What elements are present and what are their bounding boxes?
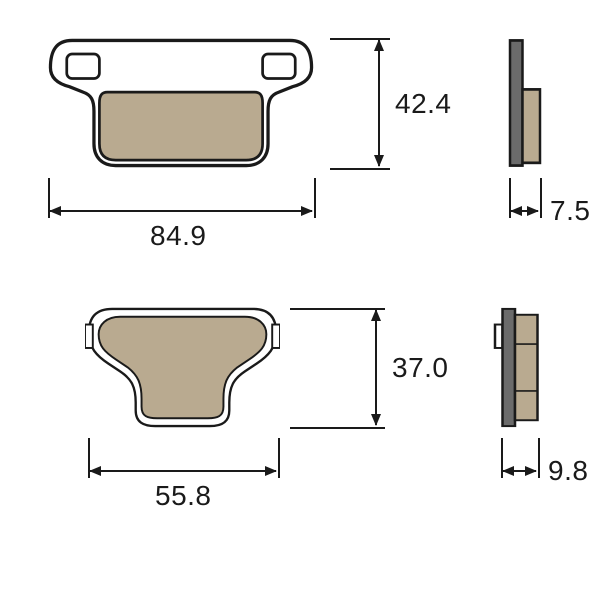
pad2-side-view	[490, 305, 545, 430]
pad1-thk-ext-r	[540, 178, 542, 218]
pad2-thk-ext-r	[538, 438, 540, 478]
pad1-width-ext-r	[314, 178, 316, 218]
pad1-height-dim-arrow	[378, 40, 380, 166]
pad2-side-friction	[515, 315, 538, 420]
pad1-width-dim-arrow	[50, 210, 312, 212]
pad2-thk-dim-arrow	[503, 470, 536, 472]
pad1-side-plate	[510, 40, 523, 165]
pad1-front-view	[45, 35, 317, 171]
pad1-thk-dim-arrow	[511, 210, 538, 212]
pad1-friction-material	[99, 92, 262, 160]
pad1-side-friction	[523, 89, 541, 162]
pad2-thk-label: 9.8	[548, 455, 588, 487]
pad2-height-ext-bot	[290, 427, 385, 429]
pad2-side-plate	[503, 309, 516, 426]
pad2-width-ext-r	[278, 438, 280, 478]
pad1-side-view	[495, 35, 545, 171]
pad2-tab-left	[85, 325, 93, 348]
pad2-height-dim-arrow	[375, 310, 377, 425]
pad2-width-label: 55.8	[155, 480, 212, 512]
pad1-width-label: 84.9	[150, 220, 207, 252]
pad2-height-label: 37.0	[392, 352, 449, 384]
pad1-mounting-hole-left	[67, 54, 100, 78]
pad1-height-ext-bot	[330, 168, 390, 170]
pad2-tab-right	[272, 325, 280, 348]
pad2-width-dim-arrow	[90, 470, 276, 472]
technical-drawing-page: 42.4 84.9 7.5 37.0 55.8 9.8	[0, 0, 600, 600]
pad1-mounting-hole-right	[263, 54, 296, 78]
pad1-height-label: 42.4	[395, 88, 452, 120]
pad1-thk-label: 7.5	[550, 195, 590, 227]
pad2-front-view	[85, 305, 280, 430]
